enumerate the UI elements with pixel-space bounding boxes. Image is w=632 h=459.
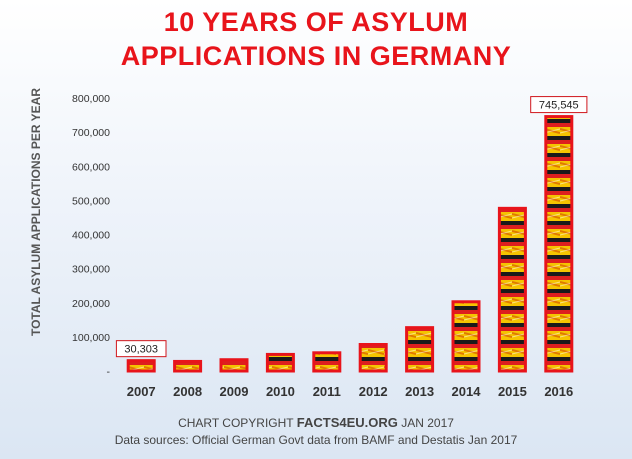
bar — [173, 359, 203, 373]
bar — [126, 359, 156, 373]
y-tick-label: 700,000 — [72, 127, 110, 139]
y-tick-label: 500,000 — [72, 195, 110, 207]
y-tick-label: 100,000 — [72, 332, 110, 344]
bar — [544, 115, 574, 373]
x-tick-label: 2011 — [313, 384, 341, 399]
bar — [265, 352, 295, 373]
x-tick-label: 2008 — [173, 384, 202, 399]
x-tick-label: 2013 — [405, 384, 434, 399]
bar — [497, 206, 527, 373]
x-tick-label: 2009 — [220, 384, 249, 399]
y-tick-label: 300,000 — [72, 264, 110, 276]
data-label-box — [530, 96, 588, 114]
x-tick-label: 2007 — [127, 384, 156, 399]
bar — [312, 351, 342, 373]
data-label: 745,545 — [539, 100, 579, 112]
copyright-line: CHART COPYRIGHT FACTS4EU.ORG JAN 2017 — [0, 415, 632, 430]
y-axis-label: TOTAL ASYLUM APPLICATIONS PER YEAR — [29, 88, 43, 336]
x-tick-label: 2016 — [544, 384, 573, 399]
y-tick-label: - — [107, 366, 111, 378]
data-label: 30,303 — [124, 344, 158, 356]
chart-title-line-2: APPLICATIONS IN GERMANY — [120, 41, 512, 71]
copyright-site: FACTS4EU.ORG — [296, 415, 398, 430]
y-tick-label: 400,000 — [72, 230, 110, 242]
bar — [451, 300, 481, 373]
y-tick-label: 600,000 — [72, 161, 110, 173]
y-tick-label: 200,000 — [72, 298, 110, 310]
bar — [219, 358, 249, 373]
x-tick-label: 2012 — [359, 384, 388, 399]
data-sources: Data sources: Official German Govt data … — [114, 433, 518, 447]
x-tick-label: 2015 — [498, 384, 527, 399]
chart-title-line-1: 10 YEARS OF ASYLUM — [163, 7, 469, 37]
y-tick-label: 800,000 — [72, 93, 110, 105]
x-tick-label: 2010 — [266, 384, 295, 399]
bar — [405, 326, 435, 373]
copyright-suffix: JAN 2017 — [401, 416, 454, 430]
bar — [358, 343, 388, 373]
data-label-box — [115, 340, 167, 358]
copyright-prefix: CHART COPYRIGHT — [178, 416, 294, 430]
x-tick-label: 2014 — [452, 384, 482, 399]
